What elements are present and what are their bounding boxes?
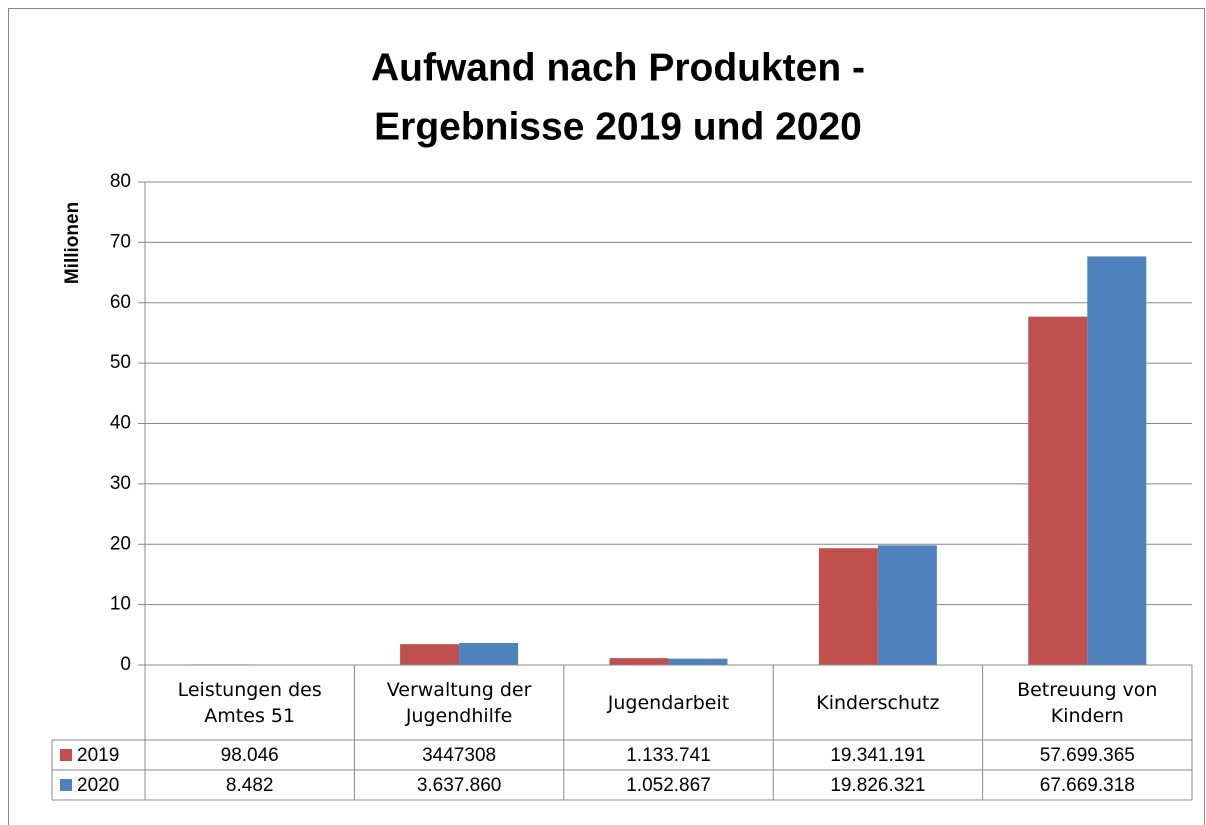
- x-tick-label: Betreuung von Kindern: [1017, 678, 1158, 727]
- table-cell: 67.669.318: [1040, 775, 1135, 796]
- table-cell: 1.133.741: [626, 745, 711, 766]
- bar: [668, 658, 728, 665]
- y-tick-label: 0: [120, 654, 131, 675]
- category-cell: Jugendarbeit: [607, 691, 730, 714]
- bar: [1028, 316, 1088, 665]
- y-tick-label: 10: [110, 594, 131, 615]
- bar: [818, 548, 878, 665]
- y-tick-label: 30: [110, 473, 131, 494]
- bar: [1087, 256, 1147, 665]
- legend-label: 2019: [77, 745, 119, 766]
- table-cell: 98.046: [221, 745, 279, 766]
- bar: [459, 643, 519, 665]
- y-tick-label: 70: [110, 231, 131, 252]
- chart-title: Aufwand nach Produkten -: [371, 46, 865, 89]
- bar: [877, 545, 937, 665]
- chart-title: Ergebnisse 2019 und 2020: [374, 105, 862, 148]
- table-cell: 1.052.867: [626, 775, 711, 796]
- table-cell: 19.826.321: [830, 775, 925, 796]
- category-cell: Betreuung von Kindern: [1017, 678, 1158, 727]
- table-cell: 3.637.860: [417, 775, 502, 796]
- x-tick-label: Leistungen des Amtes 51: [177, 678, 322, 727]
- category-cell: Kinderschutz: [816, 691, 940, 714]
- y-tick-label: 60: [110, 292, 131, 313]
- bar: [400, 644, 460, 665]
- chart-border: [8, 8, 1205, 825]
- y-axis-label: Millionen: [62, 202, 83, 284]
- legend-label: 2020: [77, 775, 119, 796]
- table-cell: 19.341.191: [830, 745, 925, 766]
- x-tick-label: Jugendarbeit: [607, 691, 730, 714]
- x-tick-label: Kinderschutz: [816, 691, 940, 714]
- x-tick-label: Verwaltung der Jugendhilfe: [386, 678, 532, 727]
- category-cell: Verwaltung der Jugendhilfe: [386, 678, 532, 727]
- table-cell: 57.699.365: [1040, 745, 1135, 766]
- category-cell: Leistungen des Amtes 51: [177, 678, 322, 727]
- table-cell: 8.482: [226, 775, 274, 796]
- y-tick-label: 50: [110, 352, 131, 373]
- legend-swatch: [60, 779, 72, 791]
- legend-swatch: [60, 749, 72, 761]
- y-tick-label: 40: [110, 413, 131, 434]
- y-tick-label: 80: [110, 171, 131, 192]
- table-cell: 3447308: [422, 745, 496, 766]
- y-tick-label: 20: [110, 533, 131, 554]
- bar: [609, 658, 669, 665]
